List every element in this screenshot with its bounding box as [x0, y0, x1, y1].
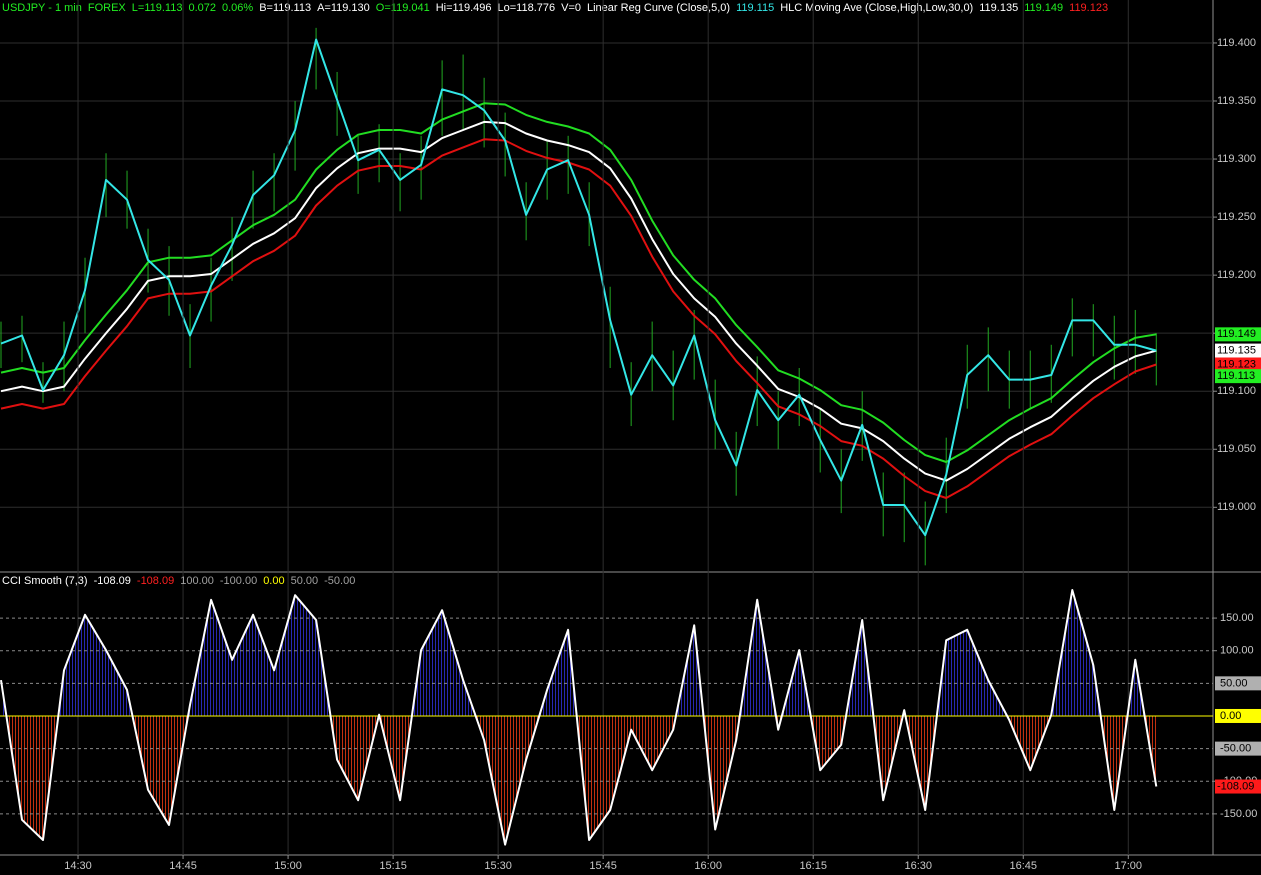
y-tick-label: 119.200 — [1217, 269, 1256, 281]
x-tick-label: 14:45 — [169, 860, 197, 872]
legend-entry: Linear Reg Curve (Close,5,0) — [587, 2, 730, 14]
cci-fill-negative — [6, 716, 1157, 845]
x-tick-label: 16:15 — [799, 860, 827, 872]
legend-entry: -108.09 — [137, 575, 174, 587]
legend-entry: 119.149 — [1024, 2, 1063, 14]
x-tick-label: 15:00 — [274, 860, 302, 872]
value-flag — [1215, 357, 1261, 372]
legend-entry: 0.06% — [222, 2, 253, 14]
line — [0, 120, 1157, 482]
legend: USDJPY - 1 min FOREX L=119.113 0.072 0.06% B=… — [2, 2, 1108, 14]
legend-entry: B=119.113 — [259, 2, 311, 14]
y-tick-label: 119.050 — [1217, 443, 1256, 455]
value-flag — [1215, 369, 1261, 384]
y-tick-label: 100.00 — [1220, 645, 1254, 657]
legend-entry: CCI Smooth (7,3) — [2, 575, 88, 587]
line — [0, 589, 1158, 846]
legend-entry: HLC Moving Ave (Close,High,Low,30,0) — [780, 2, 973, 14]
value-flag-label: 119.149 — [1217, 328, 1256, 340]
level-flag-label: 0.00 — [1220, 710, 1241, 722]
y-tick-label: 119.400 — [1217, 37, 1256, 49]
y-tick-label: 119.250 — [1217, 211, 1256, 223]
legend-entry: -108.09 — [94, 575, 131, 587]
legend-entry: -100.00 — [220, 575, 257, 587]
y-tick-label: -150.00 — [1220, 808, 1257, 820]
legend-entry: 50.00 — [291, 575, 319, 587]
legend-entry: O=119.041 — [376, 2, 430, 14]
x-tick-label: 16:30 — [904, 860, 932, 872]
legend-entry: 119.135 — [979, 2, 1018, 14]
y-tick-label: 119.300 — [1217, 153, 1256, 165]
level-flag — [1215, 676, 1261, 691]
y-tick-label: 119.000 — [1217, 501, 1256, 513]
legend-entry: -50.00 — [324, 575, 355, 587]
x-tick-label: 15:15 — [379, 860, 407, 872]
legend-entry: Hi=119.496 — [436, 2, 492, 14]
legend-entry: 119.123 — [1069, 2, 1108, 14]
value-flag — [1215, 343, 1261, 358]
legend-entry: A=119.130 — [317, 2, 370, 14]
legend-entry: L=119.113 — [132, 2, 183, 14]
x-tick-label: 15:45 — [589, 860, 617, 872]
x-tick-label: 16:45 — [1009, 860, 1037, 872]
value-flag-label: 119.113 — [1217, 370, 1255, 382]
level-flag — [1215, 741, 1261, 756]
value-flag — [1215, 327, 1261, 342]
value-flag — [1215, 779, 1261, 794]
legend-entry: Lo=118.776 — [498, 2, 556, 14]
line — [0, 138, 1157, 499]
level-flag-label: -50.00 — [1220, 743, 1251, 755]
y-tick-label: 119.100 — [1217, 385, 1256, 397]
x-tick-label: 15:30 — [484, 860, 512, 872]
value-flag-label: -108.09 — [1217, 780, 1254, 792]
level-flag-label: 50.00 — [1220, 677, 1248, 689]
y-tick-label: 150.00 — [1220, 612, 1254, 624]
legend: CCI Smooth (7,3) -108.09 -108.09 100.00 -100… — [2, 575, 355, 587]
line — [0, 38, 1157, 537]
value-flag-label: 119.123 — [1217, 358, 1256, 370]
legend-entry: V=0 — [561, 2, 581, 14]
legend-entry: 0.072 — [188, 2, 216, 14]
x-tick-label: 14:30 — [64, 860, 92, 872]
y-tick-label: 119.350 — [1217, 95, 1256, 107]
legend-entry: 100.00 — [180, 575, 214, 587]
legend-entry: 0.00 — [263, 575, 284, 587]
value-flag-label: 119.135 — [1217, 344, 1256, 356]
legend-entry: FOREX — [88, 2, 127, 14]
x-tick-label: 16:00 — [694, 860, 722, 872]
x-tick-label: 17:00 — [1115, 860, 1143, 872]
line — [0, 102, 1157, 463]
level-flag — [1215, 708, 1261, 723]
legend-entry: 119.115 — [736, 2, 774, 14]
cci-fill-positive — [1, 590, 1157, 716]
legend-entry: USDJPY - 1 min — [2, 2, 82, 14]
